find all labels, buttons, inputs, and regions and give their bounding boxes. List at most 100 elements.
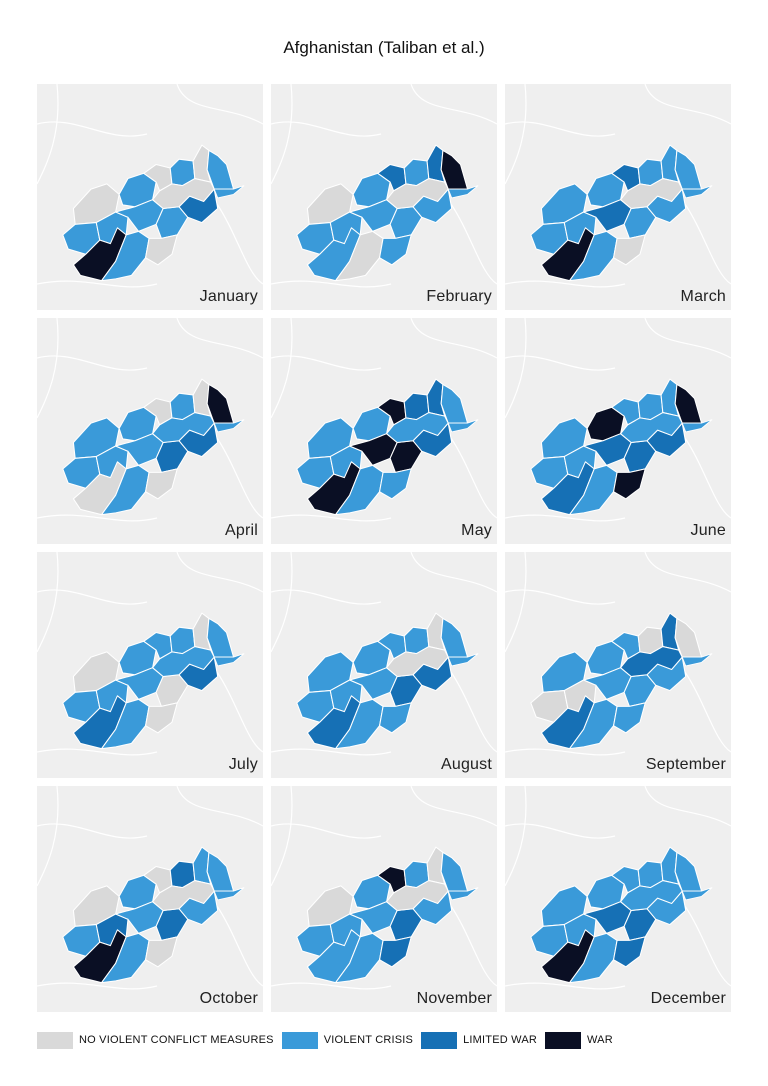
region-14: [152, 646, 215, 678]
month-label: May: [461, 522, 492, 539]
region-13: [145, 468, 178, 500]
neighbour-borders: [271, 552, 497, 756]
neighbour-borders: [37, 552, 263, 756]
map-panel-july: July: [37, 552, 263, 778]
legend-label: WAR: [587, 1034, 613, 1046]
legend-item-none: NO VIOLENT CONFLICT MEASURES: [37, 1031, 274, 1049]
legend-swatch: [421, 1031, 458, 1049]
region-13: [145, 234, 178, 266]
legend-swatch: [281, 1031, 318, 1049]
legend-label: NO VIOLENT CONFLICT MEASURES: [79, 1034, 274, 1046]
region-14: [386, 646, 449, 678]
region-1: [352, 640, 391, 676]
afghanistan-map: [505, 318, 731, 522]
month-label: September: [645, 756, 726, 773]
region-1: [118, 172, 157, 208]
neighbour-borders: [271, 84, 497, 288]
region-14: [620, 880, 683, 912]
map-panel-november: November: [271, 786, 497, 1012]
region-1: [352, 406, 391, 442]
afghanistan-map: [505, 786, 731, 990]
map-panel-december: December: [505, 786, 731, 1012]
month-label: October: [199, 990, 258, 1007]
afghanistan-map: [37, 318, 263, 522]
legend-label: LIMITED WAR: [463, 1034, 537, 1046]
afghanistan-map: [271, 552, 497, 756]
region-14: [386, 178, 449, 210]
region-1: [118, 874, 157, 910]
month-label: June: [690, 522, 726, 539]
month-label: January: [199, 288, 258, 305]
afghanistan-map: [37, 786, 263, 990]
legend-swatch: [545, 1031, 581, 1049]
legend-swatch: [37, 1031, 73, 1049]
region-13: [379, 468, 412, 500]
region-10: [335, 698, 384, 750]
region-14: [620, 412, 683, 444]
region-1: [586, 874, 625, 910]
region-13: [145, 702, 178, 734]
neighbour-borders: [505, 552, 731, 756]
legend-item-crisis: VIOLENT CRISIS: [281, 1031, 414, 1049]
region-1: [352, 874, 391, 910]
wakhan-corridor: [681, 185, 713, 199]
wakhan-corridor: [213, 419, 245, 433]
map-panel-october: October: [37, 786, 263, 1012]
region-14: [386, 880, 449, 912]
region-14: [620, 178, 683, 210]
month-label: December: [650, 990, 726, 1007]
neighbour-borders: [505, 786, 731, 990]
month-label: July: [228, 756, 258, 773]
wakhan-corridor: [447, 653, 479, 667]
region-13: [379, 702, 412, 734]
wakhan-corridor: [447, 419, 479, 433]
afghanistan-map: [37, 552, 263, 756]
region-14: [386, 412, 449, 444]
region-13: [145, 936, 178, 968]
map-panel-march: March: [505, 84, 731, 310]
wakhan-corridor: [447, 185, 479, 199]
region-1: [586, 406, 625, 442]
month-label: April: [224, 522, 258, 539]
map-panel-february: February: [271, 84, 497, 310]
afghanistan-map: [271, 786, 497, 990]
region-10: [569, 698, 618, 750]
region-10: [569, 464, 618, 516]
legend-label: VIOLENT CRISIS: [323, 1034, 414, 1046]
map-panel-april: April: [37, 318, 263, 544]
region-14: [620, 646, 683, 678]
wakhan-corridor: [213, 185, 245, 199]
neighbour-borders: [271, 318, 497, 522]
neighbour-borders: [505, 318, 731, 522]
afghanistan-map: [505, 84, 731, 288]
region-13: [613, 234, 646, 266]
region-10: [569, 230, 618, 282]
region-1: [352, 172, 391, 208]
month-label: August: [440, 756, 492, 773]
month-label: February: [426, 288, 492, 305]
wakhan-corridor: [447, 887, 479, 901]
neighbour-borders: [37, 786, 263, 990]
region-1: [586, 640, 625, 676]
region-10: [101, 698, 150, 750]
legend: NO VIOLENT CONFLICT MEASURES VIOLENT CRIS…: [37, 1031, 621, 1049]
region-13: [613, 702, 646, 734]
map-panel-may: May: [271, 318, 497, 544]
region-1: [118, 640, 157, 676]
region-14: [152, 178, 215, 210]
region-10: [335, 464, 384, 516]
region-13: [379, 936, 412, 968]
region-14: [152, 880, 215, 912]
neighbour-borders: [37, 84, 263, 288]
afghanistan-map: [505, 552, 731, 756]
region-10: [101, 230, 150, 282]
region-1: [118, 406, 157, 442]
map-panel-june: June: [505, 318, 731, 544]
wakhan-corridor: [681, 653, 713, 667]
map-panel-september: September: [505, 552, 731, 778]
map-panel-january: January: [37, 84, 263, 310]
month-label: November: [416, 990, 492, 1007]
afghanistan-map: [271, 318, 497, 522]
chart-title: Afghanistan (Taliban et al.): [283, 38, 485, 57]
neighbour-borders: [505, 84, 731, 288]
